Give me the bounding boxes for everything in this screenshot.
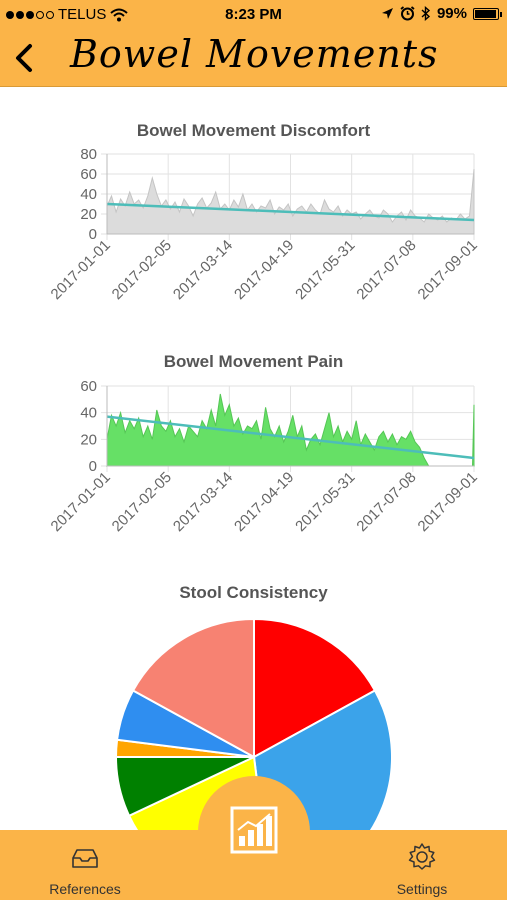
discomfort-y-tick-label: 20 (80, 206, 97, 223)
pain-x-tick-label: 2017-07-08 (353, 469, 419, 535)
tab-references[interactable]: References (25, 830, 145, 900)
discomfort-x-tick-label: 2017-03-14 (170, 237, 236, 303)
gear-icon (408, 843, 436, 870)
pain-y-tick-label: 60 (80, 378, 97, 395)
discomfort-x-tick-label: 2017-05-31 (292, 237, 358, 303)
discomfort-x-tick-label: 2017-02-05 (109, 237, 175, 303)
pain-y-tick-label: 0 (89, 458, 97, 475)
wifi-icon (110, 8, 129, 21)
carrier-name: TELUS (58, 6, 107, 23)
discomfort-y-tick-label: 60 (80, 166, 97, 183)
discomfort-chart-title: Bowel Movement Discomfort (136, 121, 371, 140)
pain-x-tick-label: 2017-04-19 (231, 469, 297, 535)
pain-x-tick-label: 2017-05-31 (292, 469, 358, 535)
navigation-bar: Bowel Movements (0, 30, 507, 87)
pain-x-tick-label: 2017-02-05 (109, 469, 175, 535)
back-button[interactable] (6, 34, 46, 80)
pie-slice (253, 617, 377, 759)
discomfort-x-tick-label: 2017-04-19 (231, 237, 297, 303)
battery-percentage: 99% (436, 5, 467, 22)
location-arrow-icon (381, 8, 393, 19)
stool-consistency-chart-title: Stool Consistency (179, 583, 328, 602)
signal-strength-icon (6, 10, 54, 19)
status-bar: TELUS 8:23 PM 99% (0, 0, 507, 30)
discomfort-trend-line (106, 202, 475, 222)
tab-references-label: References (49, 881, 121, 897)
report-chart-icon (230, 806, 278, 854)
discomfort-y-tick-label: 40 (80, 186, 97, 203)
page-title: Bowel Movements (70, 32, 439, 76)
tab-settings[interactable]: Settings (362, 830, 482, 900)
discomfort-y-tick-label: 0 (89, 226, 97, 243)
pain-y-tick-label: 20 (80, 431, 97, 448)
pain-x-tick-label: 2017-03-14 (170, 469, 236, 535)
chevron-left-icon (16, 44, 32, 72)
discomfort-y-tick-label: 80 (80, 146, 97, 163)
alarm-clock-icon (400, 6, 415, 21)
pain-y-tick-label: 40 (80, 405, 97, 422)
inbox-icon (72, 849, 98, 868)
battery-icon (473, 7, 502, 20)
tab-reports[interactable] (198, 776, 310, 888)
pain-x-tick-label: 2017-09-01 (415, 469, 481, 535)
discomfort-x-tick-label: 2017-09-01 (415, 237, 481, 303)
carrier-info: TELUS (6, 6, 129, 23)
pain-x-tick-label: 2017-01-01 (48, 469, 114, 535)
discomfort-chart: 0204060802017-01-012017-02-052017-03-142… (48, 146, 481, 303)
pain-trend-line (106, 415, 475, 460)
pie-slice (131, 617, 255, 759)
status-right: 99% (381, 5, 502, 22)
pain-chart-title: Bowel Movement Pain (163, 352, 344, 371)
discomfort-x-tick-label: 2017-07-08 (353, 237, 419, 303)
pain-chart: 02040602017-01-012017-02-052017-03-14201… (48, 378, 481, 535)
tab-settings-label: Settings (396, 881, 448, 897)
discomfort-x-tick-label: 2017-01-01 (48, 237, 114, 303)
bluetooth-icon (421, 6, 431, 21)
